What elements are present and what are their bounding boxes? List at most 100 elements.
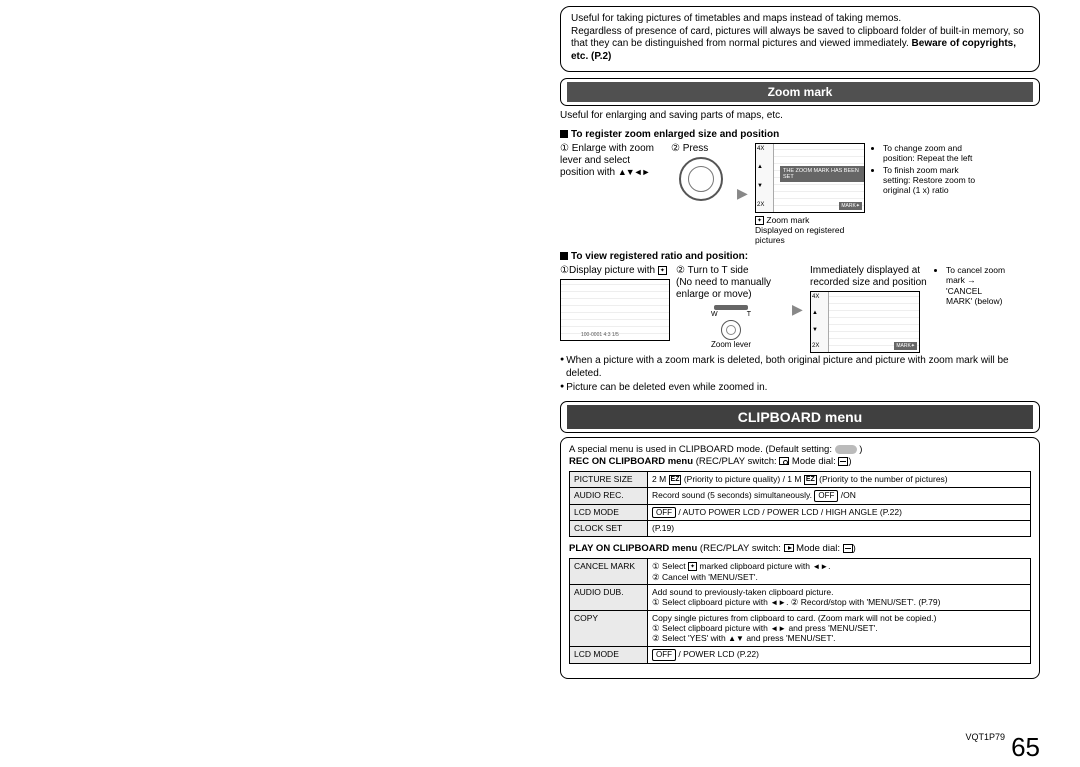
zoom-2x: 2X	[757, 202, 772, 209]
clipboard-icon	[838, 457, 848, 466]
reg-step2: ② Press	[671, 143, 731, 246]
reg-map-col: 4X ▲▼ 2X THE ZOOM MARK HAS BEEN SET MARK…	[755, 143, 867, 246]
rec-head3: Mode dial:	[792, 456, 836, 467]
play-head2: (REC/PLAY switch:	[700, 543, 781, 554]
clipboard-title: CLIPBOARD menu	[567, 405, 1033, 429]
p3d: Select 'YES' with	[662, 633, 726, 643]
view-heading: To view registered ratio and position:	[560, 251, 1040, 262]
zoom-useful: Useful for enlarging and saving parts of…	[560, 110, 1040, 123]
zoom-scale: 4X ▲▼ 2X	[756, 144, 774, 212]
clipboard-box: A special menu is used in CLIPBOARD mode…	[560, 437, 1040, 679]
register-heading: To register zoom enlarged size and posit…	[560, 129, 1040, 140]
p1c: Cancel with 'MENU/SET'.	[662, 572, 758, 582]
left-right-icon: ◄►	[770, 598, 786, 607]
circled-1-icon: ①	[652, 597, 660, 607]
playback-screenshot: 100-0001 4:3 1/5	[560, 279, 670, 341]
zoom-mark-icon: ✦	[755, 216, 764, 225]
view-step2b: (No need to manually enlarge or move)	[676, 277, 771, 300]
zoom-set-message: THE ZOOM MARK HAS BEEN SET	[780, 166, 864, 182]
rec-menu-table: PICTURE SIZE 2 M EZ (Priority to picture…	[569, 471, 1031, 536]
off-badge: OFF	[814, 490, 838, 502]
view-step1: Display picture with	[569, 265, 655, 276]
play-icon	[784, 544, 794, 552]
rec-r3v: / AUTO POWER LCD / POWER LCD / HIGH ANGL…	[678, 507, 902, 517]
register-notes: To change zoom and position: Repeat the …	[873, 143, 988, 246]
play-menu-title: PLAY ON CLIPBOARD menu	[569, 543, 697, 554]
play-menu-table: CANCEL MARK ① Select ✦ marked clipboard …	[569, 558, 1031, 664]
zoom-mark-icon: ✦	[688, 562, 697, 571]
p3c: and press 'MENU/SET'.	[788, 623, 877, 633]
mark-badge: MARK✦	[839, 202, 862, 210]
play-r2-label: AUDIO DUB.	[570, 584, 648, 610]
arrow-glyphs: ▲▼◄►	[618, 167, 650, 177]
camera-icon	[779, 457, 789, 465]
rec-menu-title: REC ON CLIPBOARD menu	[569, 456, 693, 467]
default-pill-icon	[835, 445, 857, 454]
rec-r2b: /ON	[841, 490, 856, 500]
clip-intro-end: )	[859, 444, 862, 455]
circled-1-icon: ①	[652, 561, 660, 571]
zoom-scale: 4X ▲▼ 2X	[811, 292, 829, 352]
rec-r4-label: CLOCK SET	[570, 521, 648, 536]
up-down-icon: ▲▼	[728, 634, 744, 643]
doc-id: VQT1P79	[966, 732, 1006, 742]
p1a: Select	[662, 561, 686, 571]
p3a: Copy single pictures from clipboard to c…	[652, 613, 936, 623]
arrow-right-icon: ▶	[737, 185, 749, 202]
zoom-set-screenshot: 4X ▲▼ 2X THE ZOOM MARK HAS BEEN SET MARK…	[755, 143, 865, 213]
off-badge: OFF	[652, 649, 676, 661]
zoom-2x: 2X	[812, 343, 827, 350]
zoom-bullet2: Picture can be deleted even while zoomed…	[566, 382, 1040, 395]
play-head3: Mode dial:	[796, 543, 840, 554]
play-r3-label: COPY	[570, 610, 648, 646]
p1b: marked clipboard picture with	[699, 561, 810, 571]
table-row: AUDIO REC. Record sound (5 seconds) simu…	[570, 488, 1031, 505]
rec-menu-head: REC ON CLIPBOARD menu (REC/PLAY switch: …	[569, 456, 1031, 468]
view-result-col: Immediately displayed at recorded size a…	[810, 265, 930, 353]
left-right-icon: ◄►	[770, 624, 786, 633]
zoom-caption-label: Zoom mark	[766, 215, 809, 225]
clipboard-icon	[843, 544, 853, 553]
clip-intro: A special menu is used in CLIPBOARD mode…	[569, 444, 1031, 456]
intro-box: Useful for taking pictures of timetables…	[560, 6, 1040, 72]
lever-label: Zoom lever	[711, 340, 751, 350]
view-row: ①Display picture with ✦ 100-0001 4:3 1/5…	[560, 265, 1040, 353]
circled-1-icon: ①	[652, 623, 660, 633]
play-r1-val: ① Select ✦ marked clipboard picture with…	[648, 558, 1031, 584]
circled-2-icon: ②	[652, 633, 660, 643]
table-row: CANCEL MARK ① Select ✦ marked clipboard …	[570, 558, 1031, 584]
table-row: PICTURE SIZE 2 M EZ (Priority to picture…	[570, 472, 1031, 488]
rec-r3-label: LCD MODE	[570, 504, 648, 521]
zoom-mark-title: Zoom mark	[567, 82, 1033, 102]
lever-w: W	[711, 311, 718, 319]
p2c: Record/stop with 'MENU/SET'. (P.79)	[801, 597, 941, 607]
page-footer: VQT1P79 65	[966, 732, 1040, 763]
table-row: AUDIO DUB. Add sound to previously-taken…	[570, 584, 1031, 610]
rec-r2a: Record sound (5 seconds) simultaneously.	[652, 490, 812, 500]
reg-note1: To change zoom and position: Repeat the …	[883, 143, 988, 163]
play-r2-val: Add sound to previously-taken clipboard …	[648, 584, 1031, 610]
clip-intro-text: A special menu is used in CLIPBOARD mode…	[569, 444, 832, 455]
arrow-right-icon: ▶	[792, 301, 804, 318]
square-bullet-icon	[560, 130, 568, 138]
zoom-caption-disp: Displayed on registered pictures	[755, 225, 844, 245]
view-step2-col: ② Turn to T side (No need to manually en…	[676, 265, 786, 353]
reg-step2-text: Press	[683, 143, 709, 154]
p2a: Add sound to previously-taken clipboard …	[652, 587, 833, 597]
play-r1-label: CANCEL MARK	[570, 558, 648, 584]
rec-head2: (REC/PLAY switch:	[696, 456, 777, 467]
page-number: 65	[1011, 732, 1040, 762]
ez-icon: EZ	[804, 475, 817, 485]
circled-1-icon: ①	[560, 143, 569, 154]
play-info: 100-0001 4:3 1/5	[581, 332, 619, 338]
p3e: and press 'MENU/SET'.	[746, 633, 835, 643]
off-badge: OFF	[652, 507, 676, 519]
circled-2-icon: ②	[671, 143, 680, 154]
rec-r3-val: OFF / AUTO POWER LCD / POWER LCD / HIGH …	[648, 504, 1031, 521]
play-r4-val: OFF / POWER LCD (P.22)	[648, 646, 1031, 663]
control-dial-icon	[679, 157, 723, 201]
play-r4-label: LCD MODE	[570, 646, 648, 663]
table-row: LCD MODE OFF / POWER LCD (P.22)	[570, 646, 1031, 663]
circled-1-icon: ①	[560, 265, 569, 276]
manual-page: Useful for taking pictures of timetables…	[540, 0, 1080, 685]
